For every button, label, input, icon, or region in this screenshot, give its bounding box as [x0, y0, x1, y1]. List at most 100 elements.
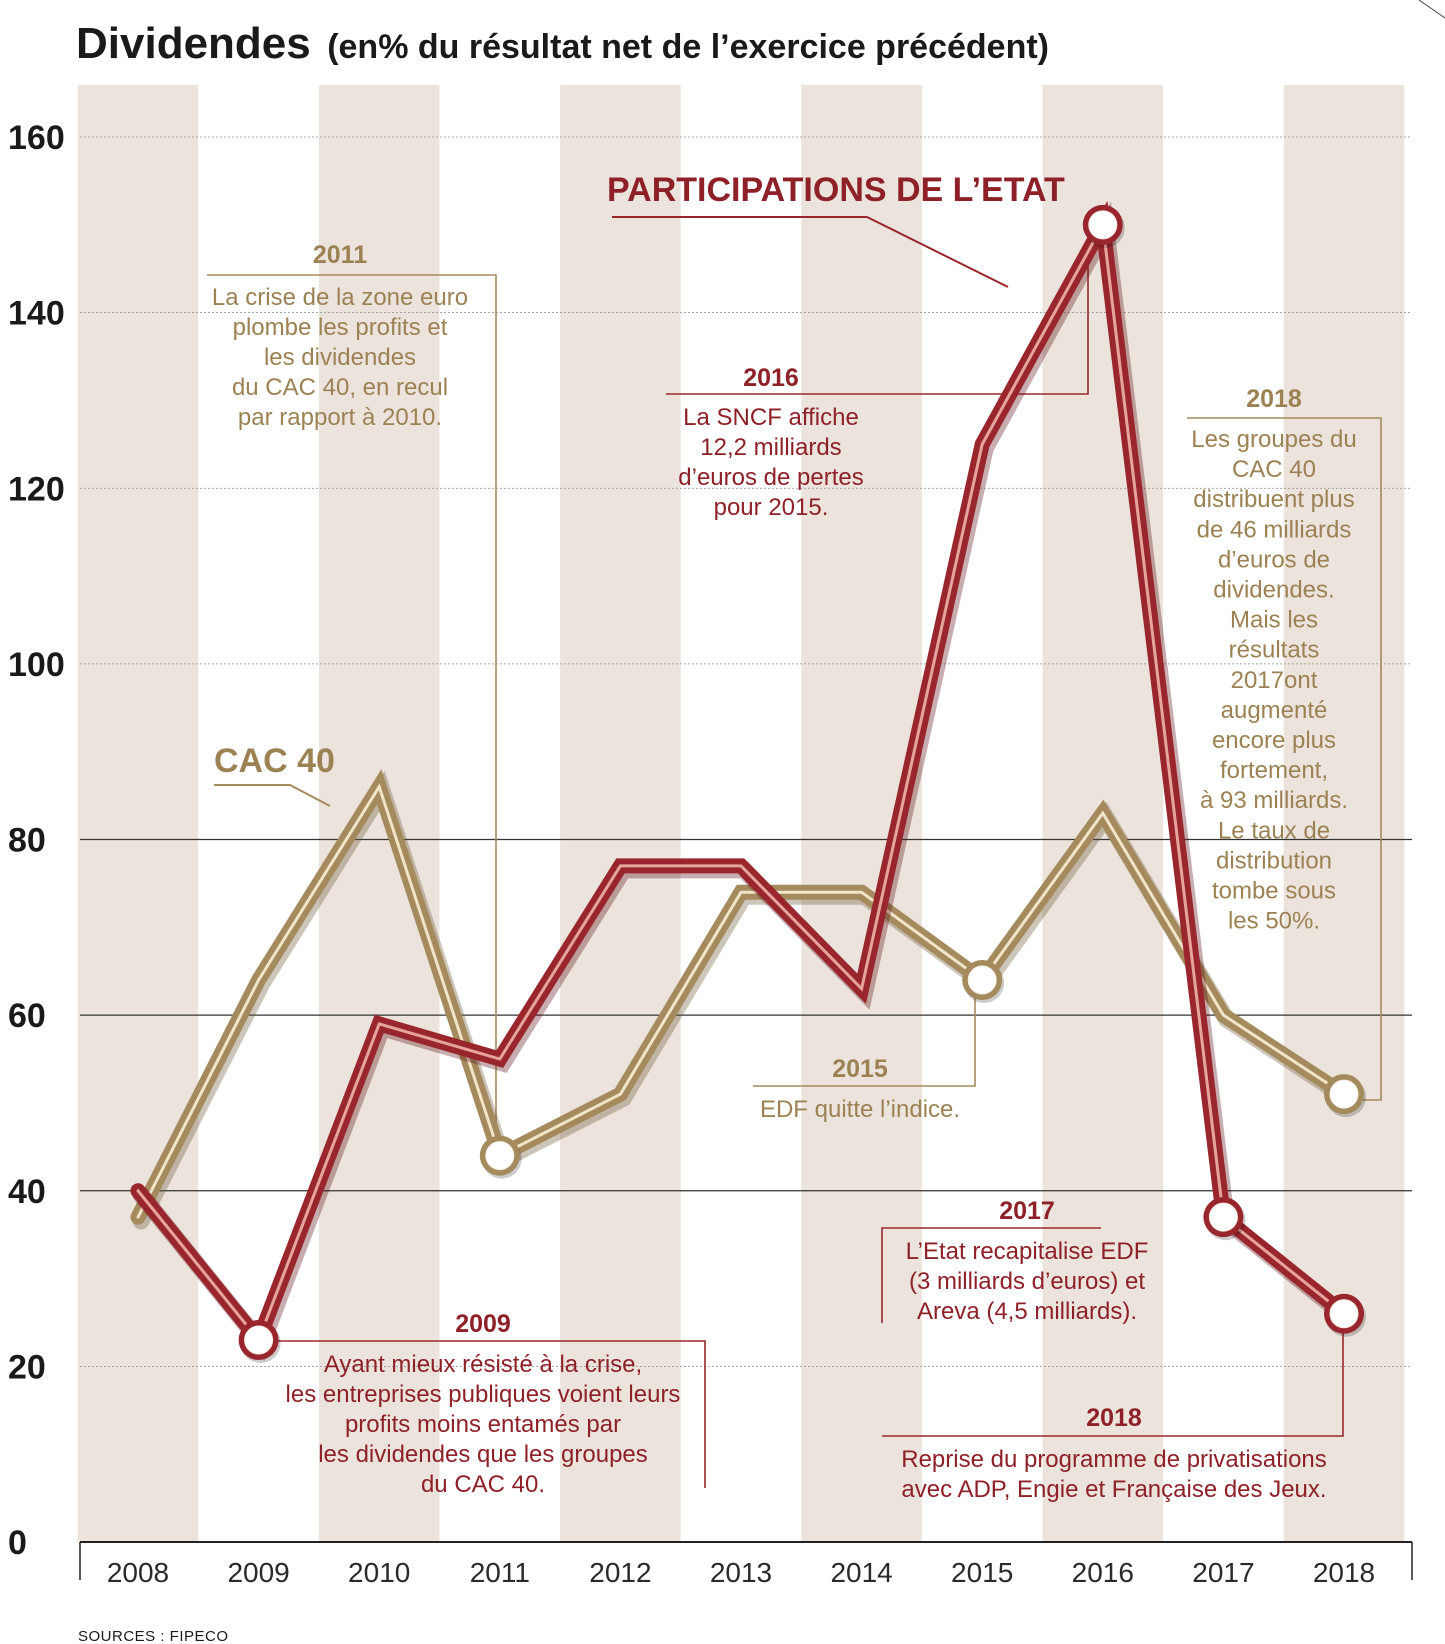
annotation-line: résultats — [1229, 637, 1320, 664]
x-tick-label: 2016 — [1072, 1557, 1134, 1588]
annotation-line: 12,2 milliards — [700, 434, 841, 461]
annotation-title: 2017 — [999, 1197, 1055, 1225]
annotation-line: Le taux de — [1218, 817, 1330, 844]
title-sub: (en% du résultat net de l’exercice précé… — [327, 28, 1049, 66]
annotation-line: à 93 milliards. — [1200, 787, 1348, 814]
y-tick-label: 80 — [8, 822, 46, 860]
annotation-line: les entreprises publiques voient leurs — [286, 1381, 681, 1408]
title-main: Dividendes — [76, 19, 311, 68]
annotation-line: de 46 milliards — [1197, 516, 1352, 543]
series-markers — [238, 204, 1366, 1364]
annotation-line: 2017ont — [1231, 667, 1318, 694]
annotation-line: du CAC 40, en recul — [232, 374, 448, 401]
annotation-line: La crise de la zone euro — [212, 284, 468, 311]
annotation-line: d’euros de pertes — [678, 464, 863, 491]
annotation-line: les 50%. — [1228, 908, 1320, 935]
annotation-a2018etat: 2018 Reprise du programme de privatisatio… — [901, 1404, 1327, 1503]
leader-2018-cac — [1187, 417, 1382, 1101]
chart-title: Dividendes (en% du résultat net de l’exe… — [76, 19, 1049, 68]
x-tick-label: 2014 — [830, 1557, 892, 1588]
year-stripe — [560, 85, 681, 1542]
annotation-line: Les groupes du — [1191, 426, 1356, 453]
source-note: SOURCES : FIPECO — [78, 1628, 229, 1644]
year-stripe — [318, 85, 440, 1542]
annotation-line: CAC 40 — [1232, 456, 1316, 483]
annotation-title: 2015 — [832, 1055, 888, 1083]
marker-inner — [967, 965, 997, 995]
x-tick-label: 2012 — [589, 1557, 651, 1588]
annotation-line: Areva (4,5 milliards). — [917, 1298, 1137, 1325]
annotation-a2011: 2011 La crise de la zone euro plombe les p… — [212, 241, 468, 431]
y-tick-label: 120 — [8, 470, 65, 508]
y-tick-label: 60 — [8, 997, 46, 1035]
annotation-line: La SNCF affiche — [683, 404, 859, 431]
annotation-line: fortement, — [1220, 757, 1328, 784]
annotation-title: 2016 — [743, 364, 799, 392]
annotation-a2018cac: 2018 Les groupes du CAC 40 distribuent plus… — [1191, 385, 1356, 935]
annotation-line: avec ADP, Engie et Française des Jeux. — [901, 1476, 1326, 1503]
leader-2017 — [881, 1227, 1101, 1323]
x-tick-label: 2011 — [470, 1557, 530, 1588]
annotation-line: Mais les — [1230, 607, 1318, 634]
x-tick-label: 2018 — [1313, 1557, 1375, 1588]
annotation-line: EDF quitte l’indice. — [760, 1096, 960, 1123]
annotation-line: les dividendes que les groupes — [318, 1441, 648, 1468]
annotation-line: tombe sous — [1212, 878, 1336, 905]
y-tick-label: 140 — [8, 295, 65, 333]
annotation-line: (3 milliards d’euros) et — [909, 1268, 1145, 1295]
leader-2009 — [258, 1340, 706, 1488]
marker-inner — [1329, 1079, 1359, 1109]
series-lines — [130, 200, 1356, 1361]
annotation-line: les dividendes — [264, 344, 416, 371]
x-tick-label: 2010 — [348, 1557, 410, 1588]
marker-inner — [244, 1325, 274, 1355]
series-highlight — [136, 220, 1346, 1344]
annotations: 2011 La crise de la zone euro plombe les p… — [212, 241, 1357, 1503]
gridlines — [80, 136, 1412, 1367]
x-tick-label: 2013 — [710, 1557, 772, 1588]
y-tick-labels: 0 20 40 60 80 100 120 140 160 — [8, 119, 65, 1562]
x-tick-label: 2015 — [951, 1557, 1013, 1588]
series-label-etat: PARTICIPATIONS DE L’ETAT — [607, 171, 1065, 209]
annotation-title: 2018 — [1246, 385, 1302, 413]
y-tick-label: 100 — [8, 646, 65, 684]
leader-2011 — [207, 274, 497, 1145]
x-tick-label: 2009 — [227, 1557, 289, 1588]
series-highlight — [136, 783, 1346, 1219]
y-tick-label: 160 — [8, 119, 65, 157]
annotation-line: d’euros de — [1218, 546, 1330, 573]
annotation-line: du CAC 40. — [421, 1471, 545, 1498]
marker-inner — [1329, 1299, 1359, 1329]
annotation-line: pour 2015. — [714, 494, 829, 521]
leader-cac-label — [214, 784, 331, 807]
leader-2018-etat — [882, 1320, 1344, 1437]
annotation-line: L’Etat recapitalise EDF — [906, 1238, 1149, 1265]
annotation-title: 2011 — [313, 241, 367, 269]
annotation-line: profits moins entamés par — [345, 1411, 621, 1438]
corner-rule — [1418, 0, 1445, 19]
year-stripe — [77, 85, 199, 1542]
leader-etat-label — [612, 216, 1009, 288]
annotation-line: distribution — [1216, 847, 1332, 874]
annotation-title: 2018 — [1086, 1404, 1142, 1432]
annotation-a2017: 2017 L’Etat recapitalise EDF (3 milliards … — [906, 1197, 1149, 1325]
annotation-a2009: 2009 Ayant mieux résisté à la crise, les e… — [286, 1310, 681, 1498]
marker-inner — [1088, 210, 1118, 240]
annotation-title: 2009 — [455, 1310, 511, 1338]
annotation-a2016: 2016 La SNCF affiche 12,2 milliards d’euros… — [678, 364, 863, 521]
annotation-a2015: 2015 EDF quitte l’indice. — [760, 1055, 960, 1123]
x-tick-labels: 2008 2009 2010 2011 2012 2013 2014 2015 2016 2017… — [107, 1557, 1375, 1588]
leader-2015 — [753, 988, 976, 1087]
x-tick-label: 2008 — [107, 1557, 169, 1588]
marker-inner — [1208, 1202, 1238, 1232]
annotation-line: Ayant mieux résisté à la crise, — [324, 1351, 642, 1378]
series-label-cac: CAC 40 — [214, 742, 335, 780]
y-tick-label: 40 — [8, 1173, 46, 1211]
annotation-line: dividendes. — [1213, 577, 1334, 604]
annotation-line: par rapport à 2010. — [238, 404, 442, 431]
marker-inner — [485, 1141, 515, 1171]
x-tick-label: 2017 — [1192, 1557, 1254, 1588]
y-tick-label: 0 — [8, 1524, 27, 1562]
annotation-leaders — [207, 216, 1382, 1488]
